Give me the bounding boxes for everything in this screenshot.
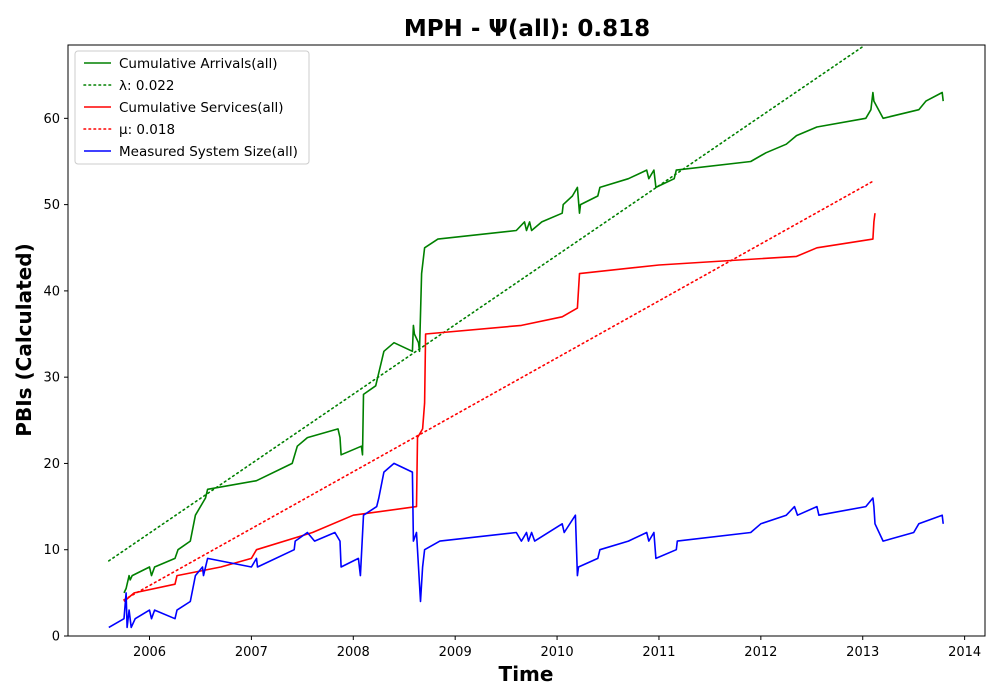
series-line-1 bbox=[108, 45, 864, 562]
y-tick-label: 30 bbox=[43, 371, 60, 386]
y-tick-label: 0 bbox=[52, 630, 60, 645]
legend-label-0: Cumulative Arrivals(all) bbox=[119, 56, 278, 72]
x-tick-label: 2009 bbox=[439, 645, 472, 660]
x-tick-label: 2007 bbox=[235, 645, 268, 660]
x-axis-title: Time bbox=[499, 662, 554, 686]
y-tick-label: 10 bbox=[43, 543, 60, 558]
y-tick-label: 60 bbox=[43, 112, 60, 127]
y-tick-label: 40 bbox=[43, 284, 60, 299]
x-tick-label: 2008 bbox=[337, 645, 370, 660]
y-axis-title: PBIs (Calculated) bbox=[12, 243, 36, 436]
x-axis: 2006 2007 2008 2009 2010 2011 2012 2013 2014 bbox=[133, 636, 981, 660]
legend-label-4: Measured System Size(all) bbox=[119, 144, 298, 160]
plot-lines bbox=[108, 45, 944, 629]
x-tick-label: 2012 bbox=[744, 645, 777, 660]
y-axis: 0 10 20 30 40 50 60 bbox=[43, 112, 68, 645]
legend-box bbox=[74, 50, 310, 165]
y-tick-label: 50 bbox=[43, 198, 60, 213]
x-tick-label: 2011 bbox=[642, 645, 675, 660]
x-tick-label: 2006 bbox=[133, 645, 166, 660]
x-tick-label: 2013 bbox=[846, 645, 879, 660]
legend-label-2: Cumulative Services(all) bbox=[119, 100, 284, 116]
y-tick-label: 20 bbox=[43, 457, 60, 472]
x-tick-label: 2010 bbox=[541, 645, 574, 660]
series-line-2 bbox=[123, 213, 876, 603]
series-line-3 bbox=[123, 180, 874, 601]
legend: Cumulative Arrivals(all) λ: 0.022 Cumulati… bbox=[74, 50, 310, 165]
legend-label-3: μ: 0.018 bbox=[119, 122, 175, 138]
legend-label-1: λ: 0.022 bbox=[119, 78, 174, 94]
series-line-4 bbox=[108, 462, 944, 629]
chart-title: MPH - Ψ(all): 0.818 bbox=[404, 16, 650, 42]
plot-frame bbox=[67, 44, 986, 637]
series-line-0 bbox=[123, 91, 944, 594]
x-tick-label: 2014 bbox=[948, 645, 981, 660]
